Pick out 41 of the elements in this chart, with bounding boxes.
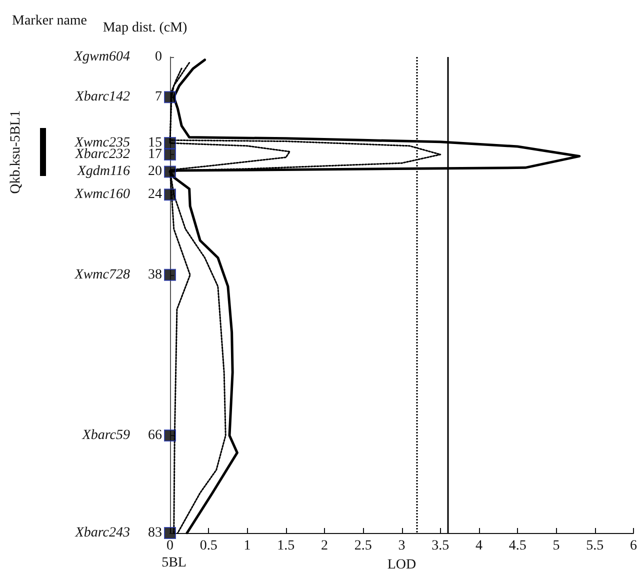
- y-tick-label: 7: [155, 90, 162, 105]
- x-axis-title: LOD: [387, 557, 416, 572]
- x-tick-label: 1: [244, 538, 251, 554]
- point: [164, 188, 176, 201]
- x-tick-label: 4.5: [508, 538, 526, 554]
- x-tick-label: 6: [630, 538, 637, 554]
- point: [164, 137, 176, 150]
- text: Xbarc142: [74, 90, 130, 105]
- x-tick-label: 0: [166, 538, 174, 554]
- y-tick-label: 0: [155, 50, 162, 64]
- text: Xbarc243: [74, 526, 130, 540]
- text: Qkb.ksu-5BL1: [8, 110, 24, 194]
- y-tick-label: 17: [148, 146, 162, 162]
- x-tick-label: 2: [321, 538, 328, 554]
- text: 5BL: [162, 556, 186, 570]
- y-tick-label: 24: [148, 187, 162, 202]
- text: Xwmc160: [74, 187, 130, 202]
- point: [164, 148, 176, 160]
- x-tick-label: 5.5: [586, 538, 604, 554]
- text: Marker name: [12, 14, 88, 28]
- x-tick-label: 0.5: [200, 538, 218, 554]
- x-tick-label: 5: [552, 538, 560, 554]
- point: [164, 430, 176, 442]
- y-axis-title: Map dist. (cM): [102, 20, 188, 36]
- y-tick-label: 20: [148, 164, 162, 180]
- text: Xgdm116: [76, 164, 130, 180]
- y-tick-label: 38: [148, 267, 162, 282]
- x-tick-label: 1.5: [277, 538, 295, 554]
- x-tick-label: 4: [476, 538, 482, 554]
- point: [164, 166, 176, 178]
- x-tick-label: 3: [398, 538, 406, 554]
- point: [164, 268, 176, 281]
- point: [164, 91, 176, 104]
- y-tick-label: 83: [148, 526, 162, 540]
- x-tick-label: 3.5: [432, 538, 450, 554]
- point: [164, 527, 176, 539]
- text: Xwmc728: [74, 267, 130, 282]
- text: Xbarc59: [81, 428, 130, 444]
- text: Xgwm604: [73, 50, 130, 64]
- x-tick-label: 2.5: [354, 538, 372, 554]
- y-tick-label: 66: [148, 428, 162, 444]
